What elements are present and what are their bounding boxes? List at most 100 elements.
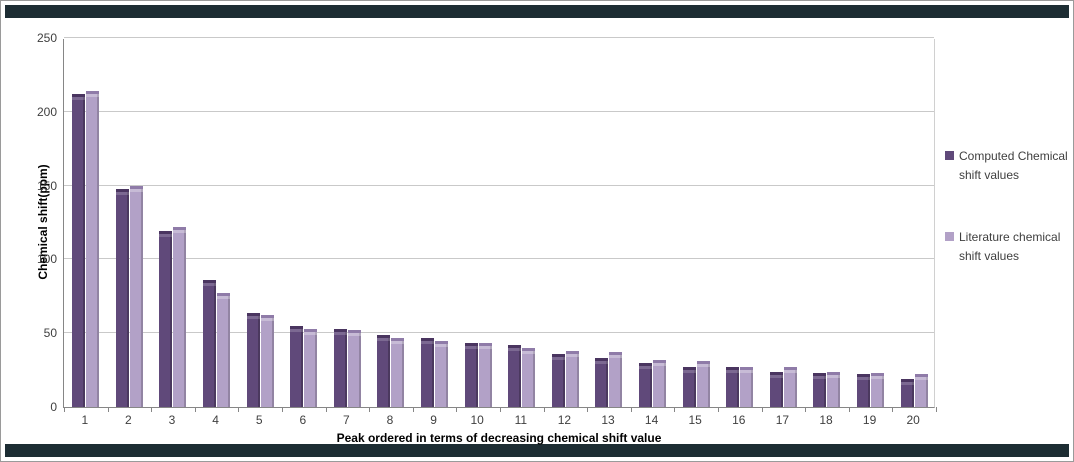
bar-computed <box>682 367 696 407</box>
bar-literature <box>86 91 100 407</box>
bar-group <box>892 374 936 407</box>
x-tick-mark <box>194 407 196 412</box>
x-tick-label: 14 <box>644 413 659 427</box>
x-tick-label: 1 <box>81 413 89 427</box>
bar-literature <box>173 226 187 407</box>
x-tick-mark <box>761 407 763 412</box>
x-tick-mark <box>282 407 283 412</box>
bar-top-face <box>900 378 914 382</box>
bar-computed <box>246 312 260 407</box>
bar-group <box>718 367 762 407</box>
x-tick-label: 13 <box>601 413 615 427</box>
legend-entry-literature: Literature chemical shift values <box>945 228 1071 265</box>
x-tick-mark <box>848 407 850 412</box>
bar-computed <box>595 358 609 407</box>
legend-swatch-literature-icon <box>945 232 954 242</box>
bar-literature <box>740 367 754 407</box>
gridline <box>64 332 934 334</box>
bar-computed <box>508 344 522 407</box>
x-axis-tick-labels: 1 2 3 4 5 6 7 8 9 10 11 12 13 14 15 16 17 18 19 20 <box>63 413 935 429</box>
bar-top-face <box>914 374 928 378</box>
x-tick-mark <box>107 407 109 412</box>
bar-top-face <box>304 328 318 332</box>
x-tick-label: 8 <box>386 413 394 427</box>
bar-computed <box>72 94 86 407</box>
bar-literature <box>827 371 841 407</box>
bar-top-face <box>290 325 304 329</box>
bar-group <box>631 359 675 407</box>
bar-top-face <box>653 359 667 363</box>
bar-literature <box>653 359 667 407</box>
bar-computed <box>159 231 173 407</box>
bar-top-face <box>173 226 187 230</box>
x-tick-mark <box>587 407 589 412</box>
bar-literature <box>217 293 231 407</box>
gridline <box>64 258 934 260</box>
bar-computed <box>115 188 129 407</box>
bar-group <box>108 185 152 407</box>
plot-area <box>63 37 937 412</box>
legend-label-computed: Computed Chemical shift values <box>959 149 1068 182</box>
x-tick-mark <box>674 407 676 412</box>
x-tick-label: 11 <box>514 413 528 427</box>
bar-top-face <box>551 353 565 357</box>
bar-top-face <box>769 371 783 375</box>
bar-computed <box>639 362 653 407</box>
bar-top-face <box>217 293 231 297</box>
bar-top-face <box>609 352 623 356</box>
bar-top-face <box>639 362 653 366</box>
bar-top-face <box>565 350 579 354</box>
bar-top-face <box>813 373 827 377</box>
bar-top-face <box>203 280 217 284</box>
bar-computed <box>333 328 347 407</box>
bar-computed <box>769 371 783 407</box>
x-tick-label: 10 <box>470 413 484 427</box>
bar-top-face <box>377 334 391 338</box>
gridline <box>64 184 934 186</box>
x-tick-mark <box>456 407 458 412</box>
legend-entry-computed: Computed Chemical shift values <box>945 147 1071 184</box>
bar-top-face <box>159 231 173 235</box>
x-tick-mark <box>892 407 894 412</box>
x-tick-mark <box>412 407 414 412</box>
bar-top-face <box>464 343 478 347</box>
x-tick-label: 9 <box>430 413 437 427</box>
x-tick-label: 19 <box>862 413 877 427</box>
bar-top-face <box>827 371 841 375</box>
bar-top-face <box>783 367 797 371</box>
bar-group <box>326 328 370 407</box>
bar-top-face <box>260 315 274 319</box>
x-tick-label: 18 <box>819 413 833 427</box>
bar-top-face <box>726 367 740 371</box>
bar-top-face <box>246 312 260 316</box>
x-tick-label: 12 <box>557 413 572 427</box>
bar-top-face <box>421 337 435 341</box>
bar-top-face <box>522 347 536 351</box>
x-tick-mark <box>543 407 545 412</box>
legend-label-literature: Literature chemical shift values <box>959 230 1061 263</box>
chart-legend: Computed Chemical shift values Literatur… <box>945 147 1071 309</box>
x-tick-mark <box>805 407 807 412</box>
y-tick-label: 0 <box>50 400 57 414</box>
x-tick-label: 2 <box>125 413 132 427</box>
y-tick-label: 100 <box>36 252 57 267</box>
bar-literature <box>304 328 318 407</box>
bar-literature <box>478 343 492 407</box>
bar-group <box>849 373 893 407</box>
y-axis-tick-labels: 0 50 100 150 200 250 <box>27 31 57 414</box>
bar-top-face <box>871 373 885 377</box>
bar-top-face <box>682 367 696 371</box>
bar-literature <box>522 347 536 407</box>
bar-top-face <box>595 358 609 362</box>
bar-group <box>674 361 718 407</box>
legend-swatch-computed-icon <box>945 151 954 160</box>
bar-top-face <box>72 94 86 98</box>
y-tick-label: 150 <box>36 178 57 193</box>
y-tick-label: 50 <box>43 326 57 341</box>
bar-literature <box>914 374 928 407</box>
bar-group <box>762 367 806 407</box>
bar-literature <box>783 367 797 407</box>
y-tick-label: 200 <box>36 104 57 119</box>
bar-top-face <box>435 340 449 344</box>
